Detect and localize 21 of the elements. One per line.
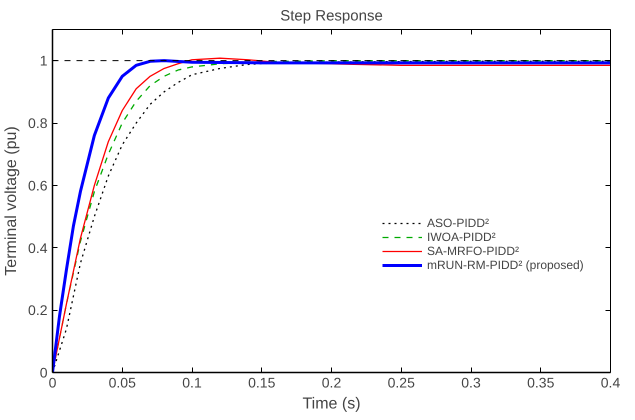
x-tick-label: 0.3 <box>461 374 481 390</box>
legend-label: IWOA-PIDD² <box>427 230 496 244</box>
legend-label: SA-MRFO-PIDD² <box>427 244 519 258</box>
y-tick-label: 0.4 <box>28 240 48 256</box>
x-tick-label: 0.35 <box>527 374 555 390</box>
chart-title: Step Response <box>280 8 383 24</box>
x-axis-title: Time (s) <box>302 396 361 412</box>
x-tick-label: 0.25 <box>388 374 416 390</box>
y-tick-label: 1 <box>40 52 48 69</box>
x-tick-label: 0.15 <box>248 374 276 390</box>
x-tick-label: 0.1 <box>182 374 202 390</box>
y-tick-label: 0.2 <box>28 302 48 318</box>
x-tick-label: 0.05 <box>108 374 136 390</box>
y-axis-title: Terminal voltage (pu) <box>3 126 20 276</box>
y-tick-label: 0 <box>40 364 48 380</box>
y-tick-label: 0.6 <box>28 177 48 194</box>
x-tick-label: 0.2 <box>322 374 342 390</box>
legend-label: mRUN-RM-PIDD² (proposed) <box>427 258 584 272</box>
y-tick-label: 0.8 <box>28 115 48 132</box>
legend-label: ASO-PIDD² <box>427 216 490 230</box>
x-tick-label: 0.4 <box>600 374 620 390</box>
